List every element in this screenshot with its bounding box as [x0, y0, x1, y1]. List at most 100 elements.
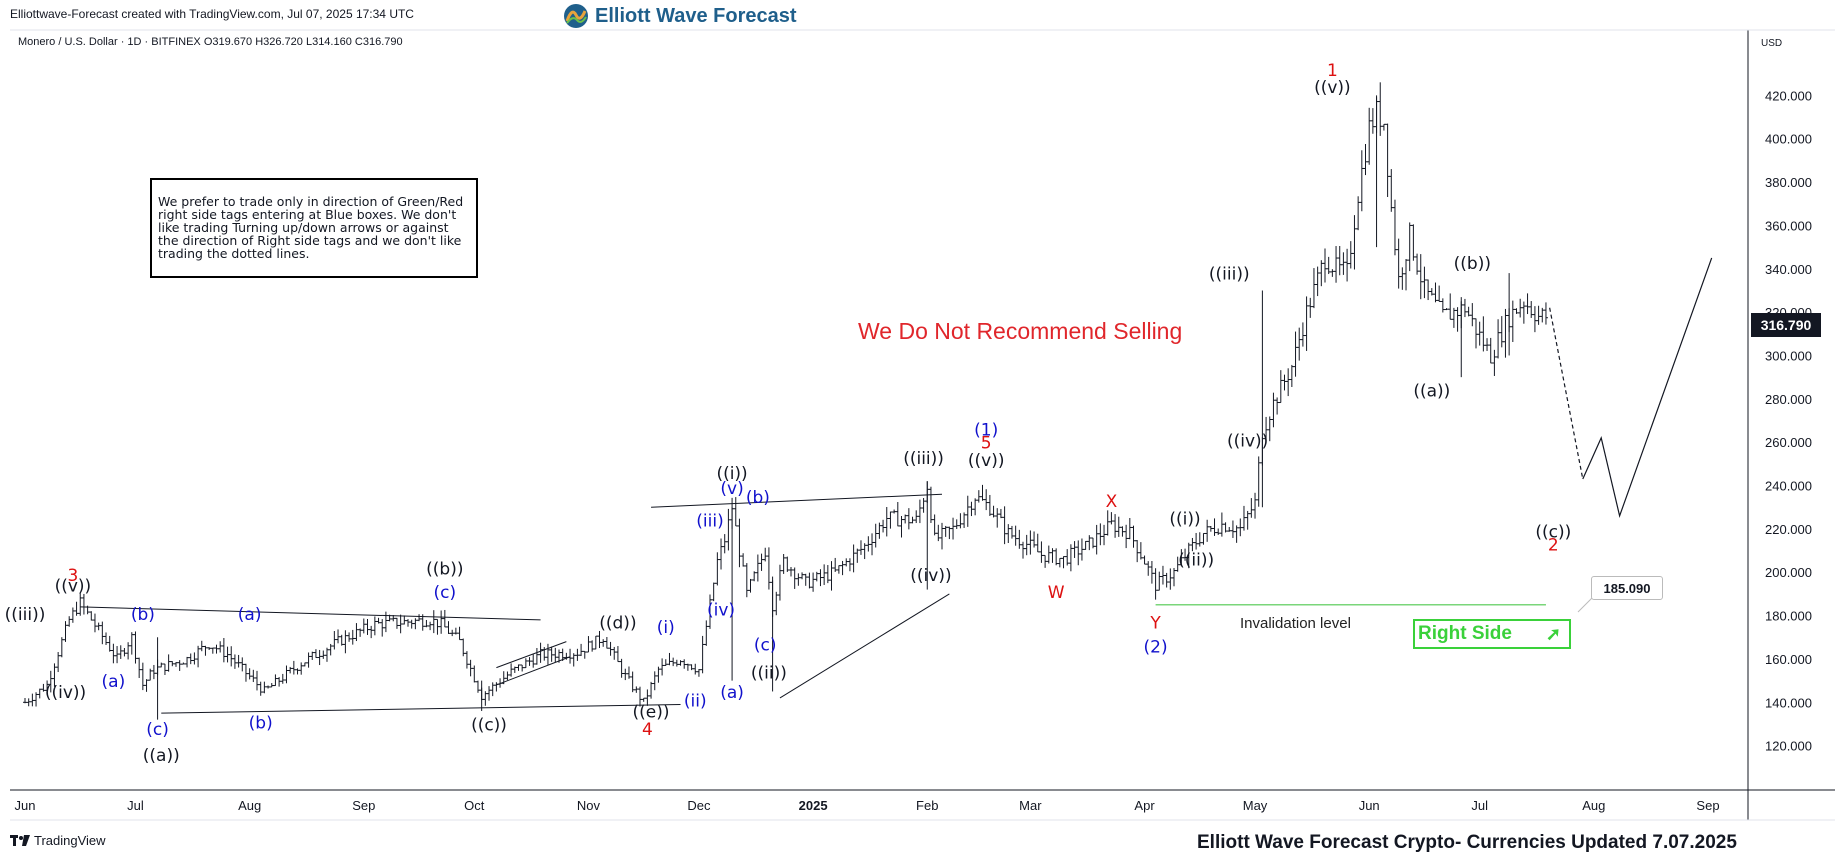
wave-label: 1: [1327, 61, 1338, 81]
wave-label: (iii): [696, 512, 723, 532]
channel-line: [496, 656, 571, 686]
symbol-legend: Monero / U.S. Dollar · 1D · BITFINEX O31…: [18, 36, 403, 48]
x-tick-label: Sep: [1696, 798, 1719, 813]
x-tick-label: May: [1243, 798, 1268, 813]
y-tick-label: 160.000: [1765, 652, 1812, 667]
y-tick-label: 400.000: [1765, 132, 1812, 147]
right-side-label: Right Side: [1418, 623, 1512, 644]
header-credit: Elliottwave-Forecast created with Tradin…: [10, 7, 414, 21]
wave-label: ((b)): [426, 559, 463, 579]
wave-label: (i): [657, 618, 675, 638]
wave-label: ((iii)): [1209, 265, 1250, 285]
invalidation-label: Invalidation level: [1240, 615, 1351, 632]
x-tick-label: Mar: [1019, 798, 1042, 813]
wave-label: (1): [974, 421, 998, 441]
x-tick-label: Jul: [1471, 798, 1488, 813]
wave-label: (iv): [707, 601, 735, 621]
right-side-tag: Right Side ➚: [1413, 619, 1571, 649]
x-tick-label: Dec: [687, 798, 711, 813]
x-tick-label: Nov: [577, 798, 601, 813]
wave-label: 3: [67, 566, 78, 586]
wave-label: ((v)): [1314, 78, 1351, 98]
x-tick-label: Aug: [1582, 798, 1605, 813]
wave-label: ((iii)): [5, 605, 46, 625]
wave-label: ((iv)): [910, 566, 951, 586]
y-tick-label: 260.000: [1765, 435, 1812, 450]
wave-label: 4: [642, 720, 653, 740]
trading-notice-box: We prefer to trade only in direction of …: [150, 178, 478, 278]
wave-label: ((d)): [599, 614, 636, 634]
brand-logo: Elliott Wave Forecast: [563, 2, 797, 30]
y-tick-label: 240.000: [1765, 479, 1812, 494]
x-tick-label: Jun: [1359, 798, 1380, 813]
elliott-wave-logo-icon: [564, 4, 588, 28]
x-tick-label: 2025: [799, 798, 828, 813]
currency-label: USD: [1761, 38, 1783, 49]
x-tick-label: Jun: [15, 798, 36, 813]
wave-label: (a): [102, 672, 126, 692]
wave-label: ((i)): [1169, 510, 1200, 530]
x-tick-label: Oct: [464, 798, 485, 813]
y-tick-label: 380.000: [1765, 175, 1812, 190]
y-tick-label: 220.000: [1765, 522, 1812, 537]
wave-label: (a): [238, 605, 262, 625]
y-tick-label: 300.000: [1765, 348, 1812, 363]
y-tick-label: 180.000: [1765, 609, 1812, 624]
wave-label: (2): [1144, 637, 1168, 657]
tradingview-icon: [10, 834, 30, 846]
wave-label: ((i)): [716, 464, 747, 484]
y-tick-label: 120.000: [1765, 739, 1812, 754]
wave-label: ((a)): [143, 746, 180, 766]
wave-label: ((v)): [55, 577, 92, 597]
wave-label: W: [1048, 583, 1065, 603]
warning-text: We Do Not Recommend Selling: [858, 318, 1183, 344]
x-tick-label: Apr: [1134, 798, 1155, 813]
y-tick-label: 140.000: [1765, 695, 1812, 710]
x-tick-label: Aug: [238, 798, 261, 813]
x-tick-label: Sep: [352, 798, 375, 813]
y-tick-label: 360.000: [1765, 218, 1812, 233]
invalidation-price-tag: 185.090: [1591, 576, 1663, 600]
wave-label: (c): [754, 635, 777, 655]
x-tick-label: Feb: [916, 798, 938, 813]
wave-label: ((ii)): [751, 663, 787, 683]
channel-line: [496, 641, 567, 669]
wave-label: ((ii)): [1178, 551, 1214, 571]
brand-text: Elliott Wave Forecast: [595, 4, 797, 27]
triangle-upper-line: [80, 606, 541, 621]
tradingview-label: TradingView: [34, 833, 106, 848]
wave-label: Y: [1149, 614, 1161, 634]
wave-label: X: [1106, 492, 1118, 512]
wave-label: ((v)): [968, 451, 1005, 471]
wave-label: (ii): [684, 692, 707, 712]
projection-path: [1582, 257, 1713, 518]
footer-title: Elliott Wave Forecast Crypto- Currencies…: [1197, 832, 1737, 853]
triangle-lower-line: [161, 703, 681, 714]
wave-label: ((b)): [1454, 254, 1491, 274]
y-tick-label: 420.000: [1765, 88, 1812, 103]
wave-label: (b): [249, 713, 273, 733]
up-arrow-icon: ➚: [1545, 624, 1561, 644]
wave-label: (v): [720, 479, 743, 499]
wave-label: ((iii)): [903, 449, 944, 469]
wave-label: ((a)): [1413, 382, 1450, 402]
last-price-tag: 316.790: [1751, 313, 1821, 337]
wedge-lower-line: [779, 593, 950, 699]
wave-label: 5: [981, 434, 992, 454]
wave-label: (b): [746, 488, 770, 508]
wedge-upper-line: [651, 493, 943, 508]
wave-label: ((iv)): [45, 683, 86, 703]
wave-label: (c): [434, 583, 457, 603]
wave-label: ((iv)): [1227, 432, 1268, 452]
wave-label: (a): [720, 683, 744, 703]
tradingview-logo: TradingView: [10, 833, 106, 848]
wave-label: 2: [1548, 536, 1559, 556]
y-tick-label: 340.000: [1765, 262, 1812, 277]
x-tick-label: Jul: [127, 798, 144, 813]
projection-dotted-path: [1549, 307, 1584, 480]
y-tick-label: 200.000: [1765, 565, 1812, 580]
y-tick-label: 280.000: [1765, 392, 1812, 407]
wave-label: (b): [131, 605, 155, 625]
wave-label: ((c)): [1535, 523, 1571, 543]
